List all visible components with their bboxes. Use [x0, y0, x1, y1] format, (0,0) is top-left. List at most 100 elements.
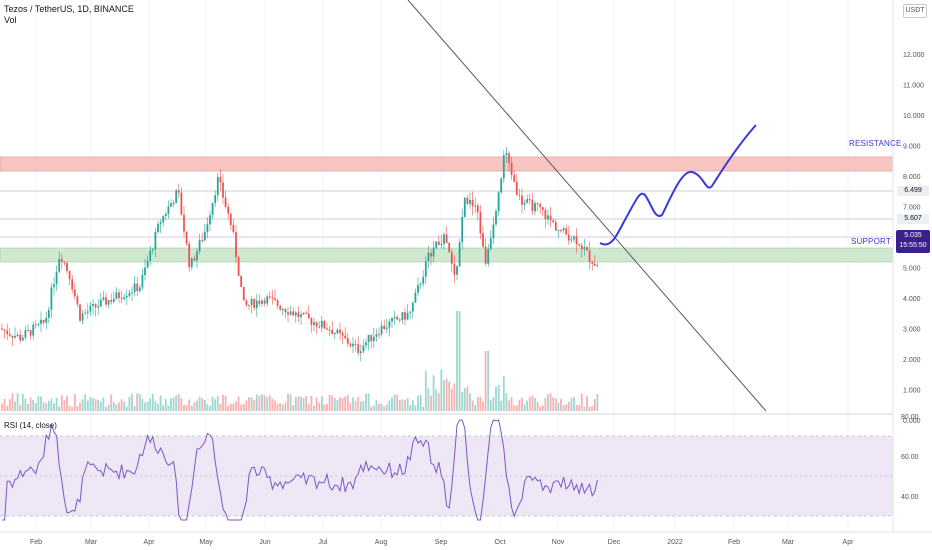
- volume-bar: [466, 386, 469, 411]
- candle-body: [84, 312, 87, 314]
- candle-body: [461, 217, 464, 243]
- volume-bar: [19, 404, 22, 411]
- volume-bar: [193, 402, 196, 411]
- volume-bar: [479, 396, 482, 411]
- price-tick-label: 1.000: [903, 388, 921, 395]
- candle-body: [463, 197, 466, 218]
- volume-bar: [502, 376, 505, 411]
- volume-bar: [14, 401, 16, 411]
- candle-body: [302, 312, 305, 315]
- volume-bar: [206, 404, 209, 411]
- volume-bar: [424, 370, 427, 411]
- volume-bar: [40, 396, 42, 411]
- candle-body: [14, 335, 16, 338]
- candle-body: [237, 257, 240, 276]
- volume-bar: [393, 394, 396, 411]
- candle-body: [21, 337, 24, 341]
- candle-body: [562, 228, 565, 231]
- candle-body: [250, 299, 253, 306]
- volume-bar: [482, 401, 484, 411]
- candle-body: [367, 334, 370, 343]
- resistance-zone[interactable]: [0, 156, 894, 172]
- projection-path[interactable]: [599, 124, 757, 246]
- candle-body: [466, 197, 469, 204]
- volume-bar: [86, 400, 89, 411]
- candle-body: [391, 317, 393, 322]
- volume-bar: [419, 394, 422, 411]
- candle-body: [526, 199, 529, 203]
- candle-body: [45, 317, 48, 323]
- volume-bar: [284, 402, 287, 411]
- candle-body: [281, 309, 284, 311]
- candle-body: [167, 206, 170, 214]
- volume-bar: [214, 399, 217, 411]
- rsi-title[interactable]: RSI (14, close): [4, 421, 57, 430]
- candle-body: [138, 287, 141, 291]
- candle-body: [16, 334, 19, 336]
- volume-bar: [292, 405, 295, 411]
- volume-bar: [47, 400, 50, 411]
- candle-body: [128, 293, 131, 296]
- volume-bar: [112, 402, 115, 411]
- volume-bar: [209, 406, 211, 411]
- volume-bar: [157, 403, 159, 411]
- candle-body: [435, 241, 438, 248]
- candle-body: [305, 312, 308, 314]
- candle-body: [42, 319, 45, 323]
- candle-body: [531, 199, 534, 212]
- volume-bar: [487, 351, 490, 411]
- candle-body: [430, 252, 432, 257]
- candle-body: [440, 243, 443, 246]
- volume-bar: [8, 399, 11, 411]
- currency-badge[interactable]: USDT: [903, 4, 927, 18]
- candle-body: [502, 155, 505, 179]
- candle-body: [274, 298, 276, 301]
- volume-bar: [489, 400, 492, 411]
- downtrend-line[interactable]: [407, 0, 767, 412]
- volume-bar: [586, 396, 588, 411]
- candle-body: [125, 295, 128, 298]
- volume-bar: [578, 404, 581, 411]
- volume-bar: [476, 397, 479, 411]
- volume-bar: [253, 399, 256, 411]
- candle-body: [190, 258, 193, 268]
- price-tick-label: 5.000: [903, 266, 921, 273]
- candle-body: [133, 283, 136, 293]
- candle-body: [198, 239, 201, 252]
- volume-bar: [261, 394, 263, 411]
- symbol-title[interactable]: Tezos / TetherUS, 1D, BINANCE: [4, 4, 134, 14]
- time-axis-label: Jun: [259, 539, 270, 546]
- volume-bar: [367, 393, 370, 411]
- volume-bar: [34, 403, 37, 411]
- candle-body: [417, 284, 419, 293]
- volume-bar: [237, 396, 240, 411]
- resistance-label: RESISTANCE: [849, 139, 902, 148]
- rsi-line: [2, 419, 598, 521]
- candle-body: [505, 153, 508, 156]
- candle-body: [547, 215, 549, 220]
- candle-body: [456, 266, 458, 275]
- volume-bar: [175, 395, 178, 411]
- volume-bar: [115, 404, 118, 411]
- volume-bar: [227, 405, 230, 411]
- volume-bar: [547, 394, 549, 411]
- volume-bar: [66, 395, 68, 411]
- volume-bar: [539, 406, 542, 411]
- volume-bar: [138, 394, 141, 411]
- candle-body: [549, 215, 552, 221]
- volume-bar: [544, 397, 547, 411]
- volume-bar: [71, 406, 74, 411]
- candle-body: [557, 229, 560, 231]
- volume-bar: [554, 398, 557, 411]
- candle-body: [541, 207, 544, 211]
- volume-label[interactable]: Vol: [4, 15, 17, 25]
- candle-body: [489, 238, 492, 249]
- volume-bar: [170, 398, 172, 411]
- volume-bar: [144, 402, 146, 411]
- support-zone[interactable]: [0, 247, 894, 263]
- candle-body: [227, 206, 230, 214]
- volume-bar: [110, 394, 113, 411]
- candle-body: [346, 338, 349, 344]
- candle-body: [120, 298, 123, 300]
